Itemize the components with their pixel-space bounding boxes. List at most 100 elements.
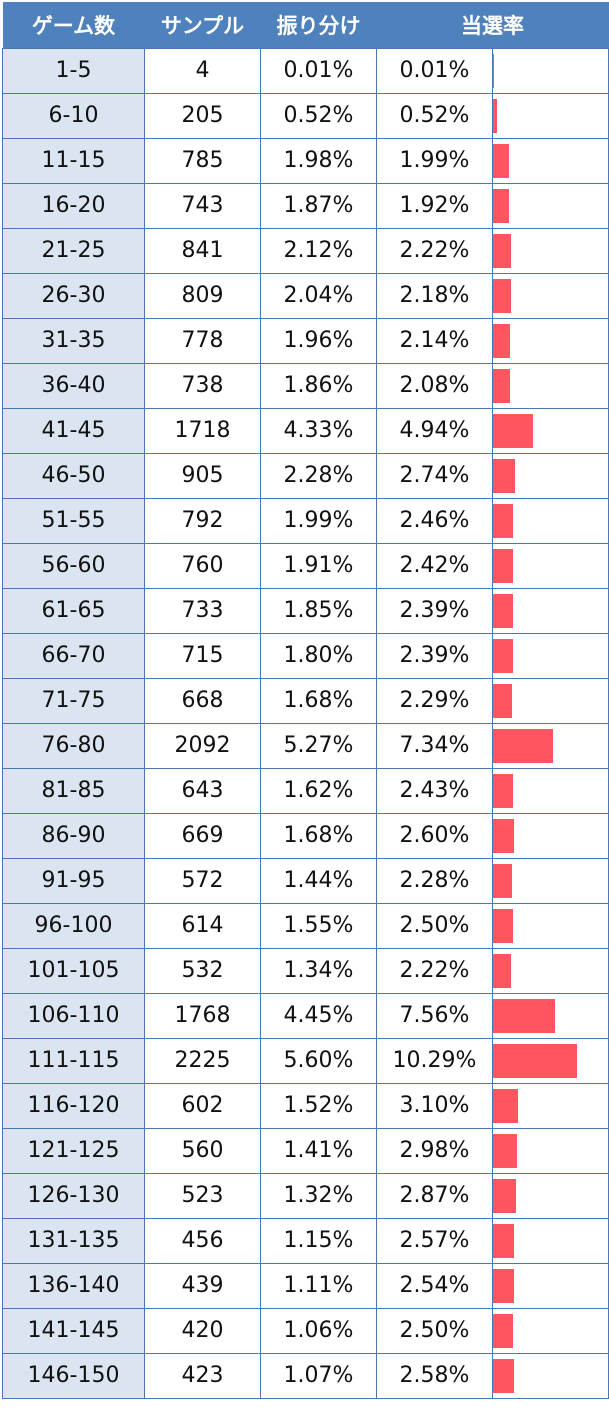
win-rate-bar — [493, 1268, 514, 1303]
table-row: 26-30 809 2.04% 2.18% — [2, 272, 609, 319]
table-row: 51-55 792 1.99% 2.46% — [2, 497, 609, 544]
samples-cell: 423 — [144, 1352, 261, 1399]
win-rate-bar-cell — [492, 632, 609, 679]
win-rate-cell: 10.29% — [376, 1037, 493, 1084]
win-rate-bar-cell — [492, 587, 609, 634]
share-cell: 1.68% — [260, 812, 377, 859]
table-row: 56-60 760 1.91% 2.42% — [2, 542, 609, 589]
table-row: 96-100 614 1.55% 2.50% — [2, 902, 609, 949]
share-cell: 1.41% — [260, 1127, 377, 1174]
win-rate-cell: 3.10% — [376, 1082, 493, 1129]
share-cell: 1.68% — [260, 677, 377, 724]
header-win-rate: 当選率 — [376, 2, 609, 48]
win-rate-cell: 2.57% — [376, 1217, 493, 1264]
share-cell: 1.15% — [260, 1217, 377, 1264]
samples-cell: 743 — [144, 182, 261, 229]
table-body: 1-5 4 0.01% 0.01% 6-10 205 0.52% 0.52% 11-15 785 1… — [2, 47, 609, 1399]
win-rate-cell: 2.22% — [376, 947, 493, 994]
samples-cell: 905 — [144, 452, 261, 499]
samples-cell: 792 — [144, 497, 261, 544]
samples-cell: 532 — [144, 947, 261, 994]
win-rate-bar-cell — [492, 452, 609, 499]
share-cell: 0.52% — [260, 92, 377, 139]
win-rate-bar-cell — [492, 1082, 609, 1129]
header-game-count: ゲーム数 — [2, 2, 145, 48]
share-cell: 1.55% — [260, 902, 377, 949]
share-cell: 2.04% — [260, 272, 377, 319]
win-rate-bar-cell — [492, 407, 609, 454]
win-rate-bar-cell — [492, 812, 609, 859]
win-rate-cell: 2.98% — [376, 1127, 493, 1174]
samples-cell: 420 — [144, 1307, 261, 1354]
win-rate-bar — [493, 1313, 514, 1348]
win-rate-bar-cell — [492, 1217, 609, 1264]
samples-cell: 733 — [144, 587, 261, 634]
win-rate-bar-cell — [492, 362, 609, 409]
win-rate-bar — [493, 908, 514, 943]
share-cell: 1.32% — [260, 1172, 377, 1219]
table-row: 21-25 841 2.12% 2.22% — [2, 227, 609, 274]
game-range-cell: 106-110 — [2, 992, 145, 1039]
share-cell: 1.85% — [260, 587, 377, 634]
share-cell: 1.11% — [260, 1262, 377, 1309]
game-range-cell: 51-55 — [2, 497, 145, 544]
header-share: 振り分け — [260, 2, 377, 48]
win-rate-cell: 2.58% — [376, 1352, 493, 1399]
win-rate-bar — [493, 638, 513, 673]
win-rate-bar — [493, 1043, 577, 1078]
samples-cell: 572 — [144, 857, 261, 904]
game-range-cell: 66-70 — [2, 632, 145, 679]
win-rate-cell: 2.43% — [376, 767, 493, 814]
game-range-cell: 71-75 — [2, 677, 145, 724]
win-rate-bar-cell — [492, 947, 609, 994]
win-rate-bar — [493, 773, 513, 808]
win-rate-bar-cell — [492, 1172, 609, 1219]
win-rate-cell: 2.39% — [376, 587, 493, 634]
win-rate-bar — [493, 1178, 517, 1213]
game-range-cell: 131-135 — [2, 1217, 145, 1264]
samples-cell: 602 — [144, 1082, 261, 1129]
samples-cell: 738 — [144, 362, 261, 409]
samples-cell: 4 — [144, 47, 261, 94]
game-range-cell: 21-25 — [2, 227, 145, 274]
game-range-cell: 91-95 — [2, 857, 145, 904]
table-row: 146-150 423 1.07% 2.58% — [2, 1352, 609, 1399]
win-rate-cell: 7.56% — [376, 992, 493, 1039]
win-rate-cell: 2.28% — [376, 857, 493, 904]
samples-cell: 523 — [144, 1172, 261, 1219]
table-row: 136-140 439 1.11% 2.54% — [2, 1262, 609, 1309]
share-cell: 1.96% — [260, 317, 377, 364]
win-rate-bar — [493, 143, 510, 178]
win-rate-cell: 7.34% — [376, 722, 493, 769]
samples-cell: 1718 — [144, 407, 261, 454]
game-range-cell: 101-105 — [2, 947, 145, 994]
samples-cell: 439 — [144, 1262, 261, 1309]
win-rate-bar — [493, 413, 534, 448]
table-row: 81-85 643 1.62% 2.43% — [2, 767, 609, 814]
win-rate-bar-cell — [492, 1307, 609, 1354]
win-rate-bar — [493, 458, 516, 493]
table-row: 111-115 2225 5.60% 10.29% — [2, 1037, 609, 1084]
win-rate-bar — [493, 1223, 514, 1258]
game-range-cell: 61-65 — [2, 587, 145, 634]
table-row: 101-105 532 1.34% 2.22% — [2, 947, 609, 994]
game-range-cell: 36-40 — [2, 362, 145, 409]
share-cell: 1.98% — [260, 137, 377, 184]
table-row: 76-80 2092 5.27% 7.34% — [2, 722, 609, 769]
samples-cell: 560 — [144, 1127, 261, 1174]
samples-cell: 809 — [144, 272, 261, 319]
win-rate-bar-cell — [492, 1262, 609, 1309]
game-range-cell: 121-125 — [2, 1127, 145, 1174]
share-cell: 4.33% — [260, 407, 377, 454]
win-rate-cell: 1.99% — [376, 137, 493, 184]
share-cell: 5.27% — [260, 722, 377, 769]
win-rate-cell: 2.87% — [376, 1172, 493, 1219]
win-rate-bar-cell — [492, 1352, 609, 1399]
win-rate-bar-cell — [492, 1037, 609, 1084]
win-rate-cell: 2.50% — [376, 1307, 493, 1354]
game-range-cell: 116-120 — [2, 1082, 145, 1129]
share-cell: 1.44% — [260, 857, 377, 904]
table-row: 6-10 205 0.52% 0.52% — [2, 92, 609, 139]
game-range-cell: 6-10 — [2, 92, 145, 139]
samples-cell: 456 — [144, 1217, 261, 1264]
